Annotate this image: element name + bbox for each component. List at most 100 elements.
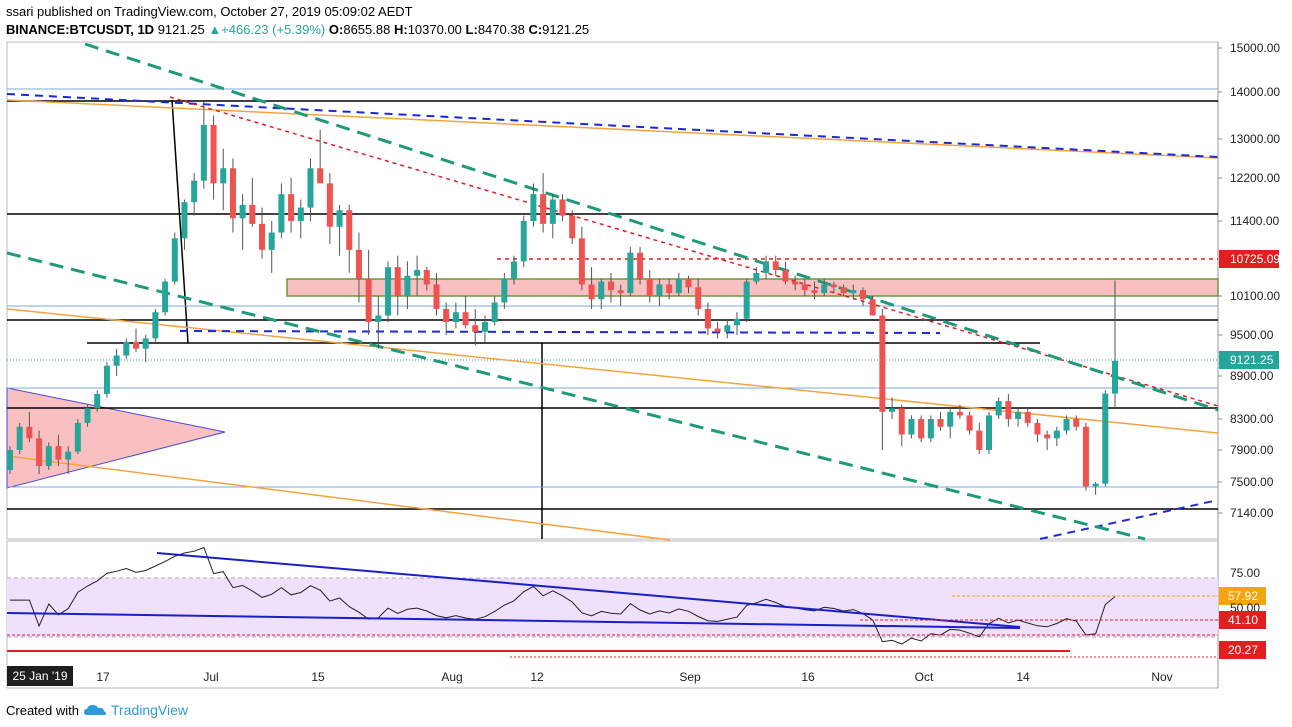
candle[interactable]	[724, 318, 731, 339]
candle[interactable]	[646, 270, 653, 303]
candle[interactable]	[772, 255, 779, 276]
candle[interactable]	[404, 261, 411, 309]
candle[interactable]	[375, 296, 382, 349]
candle[interactable]	[617, 284, 624, 306]
candle[interactable]	[656, 278, 663, 306]
candle[interactable]	[685, 275, 692, 294]
candle[interactable]	[191, 173, 198, 216]
candle[interactable]	[898, 404, 905, 447]
candle[interactable]	[1073, 415, 1080, 431]
candle[interactable]	[462, 296, 469, 329]
blue-dashed-rising[interactable]	[1039, 499, 1219, 540]
candle[interactable]	[443, 302, 450, 336]
candle[interactable]	[666, 278, 673, 300]
candle[interactable]	[162, 278, 169, 316]
candle[interactable]	[142, 335, 149, 363]
orange-trendline-bottom[interactable]	[6, 455, 671, 541]
candle[interactable]	[889, 397, 896, 420]
candle[interactable]	[1111, 280, 1119, 407]
candle[interactable]	[637, 246, 644, 285]
candle[interactable]	[481, 315, 488, 342]
candle[interactable]	[94, 390, 101, 412]
candle[interactable]	[452, 302, 459, 329]
resistance-zone[interactable]	[286, 278, 1219, 297]
candle[interactable]	[1102, 390, 1109, 487]
candle[interactable]	[1024, 408, 1031, 427]
candle[interactable]	[966, 411, 973, 435]
candle[interactable]	[801, 278, 808, 296]
candle[interactable]	[249, 178, 256, 227]
tradingview-brand[interactable]: TradingView	[110, 702, 189, 718]
candle[interactable]	[336, 204, 343, 256]
candle[interactable]	[152, 309, 159, 342]
candle[interactable]	[821, 278, 828, 296]
candle[interactable]	[84, 404, 91, 427]
candle[interactable]	[782, 261, 789, 285]
candle[interactable]	[268, 221, 275, 273]
candle[interactable]	[859, 287, 866, 306]
candle[interactable]	[976, 422, 983, 454]
candle[interactable]	[840, 284, 847, 296]
candle[interactable]	[578, 226, 585, 291]
candle[interactable]	[200, 101, 207, 189]
candle[interactable]	[549, 194, 556, 239]
candle[interactable]	[181, 199, 188, 250]
triangle-pattern[interactable]	[6, 387, 226, 489]
candle[interactable]	[714, 322, 721, 339]
candle[interactable]	[704, 302, 711, 336]
price-axis[interactable]: 15000.00 14000.00 13000.00 12200.00 11400.00…	[1218, 41, 1280, 520]
candles-group[interactable]	[6, 101, 1119, 495]
candle[interactable]	[588, 267, 595, 309]
candle[interactable]	[850, 284, 857, 300]
candle[interactable]	[675, 272, 682, 296]
candle[interactable]	[171, 232, 178, 285]
candle[interactable]	[753, 267, 760, 285]
candle[interactable]	[472, 309, 479, 346]
candle[interactable]	[811, 281, 818, 300]
candle[interactable]	[1015, 408, 1022, 427]
green-dashed-trendline-upper[interactable]	[84, 42, 1219, 412]
candle[interactable]	[763, 255, 770, 279]
candle[interactable]	[869, 296, 876, 316]
candle[interactable]	[908, 415, 915, 439]
candle[interactable]	[423, 267, 430, 291]
candle[interactable]	[317, 129, 324, 184]
candle[interactable]	[491, 296, 498, 326]
candle[interactable]	[385, 261, 392, 322]
candle[interactable]	[259, 207, 266, 259]
time-axis[interactable]: 25 Jan '19 17 Jul 15 Aug 12 Sep 16 Oct 14 Nov	[7, 666, 1173, 686]
drop-measure-line[interactable]	[171, 99, 189, 344]
blue-dashed-support[interactable]	[179, 330, 941, 334]
candle[interactable]	[297, 199, 304, 239]
candle[interactable]	[918, 415, 925, 443]
candle[interactable]	[16, 422, 23, 454]
candle[interactable]	[511, 255, 518, 285]
candle[interactable]	[927, 415, 934, 443]
candle[interactable]	[1082, 422, 1089, 491]
orange-trendline-mid[interactable]	[6, 308, 1219, 434]
candle[interactable]	[607, 272, 614, 303]
candle[interactable]	[414, 255, 421, 296]
candle[interactable]	[1053, 426, 1060, 447]
candle[interactable]	[733, 312, 740, 335]
candle[interactable]	[1005, 393, 1012, 427]
rsi-trendline-lower[interactable]	[6, 612, 1021, 629]
candle[interactable]	[45, 442, 52, 470]
candle[interactable]	[947, 408, 954, 439]
candle[interactable]	[530, 183, 537, 227]
candle[interactable]	[220, 148, 227, 211]
candle[interactable]	[540, 173, 547, 233]
candle[interactable]	[985, 411, 992, 454]
candle[interactable]	[36, 430, 43, 474]
blue-dashed-trendline-top[interactable]	[6, 93, 1219, 158]
candle[interactable]	[65, 446, 72, 474]
candle[interactable]	[1063, 415, 1070, 435]
candle[interactable]	[365, 249, 372, 335]
candle[interactable]	[113, 348, 120, 376]
candle[interactable]	[598, 278, 605, 309]
candle[interactable]	[278, 183, 285, 239]
candle[interactable]	[520, 215, 527, 268]
candle[interactable]	[288, 178, 295, 233]
